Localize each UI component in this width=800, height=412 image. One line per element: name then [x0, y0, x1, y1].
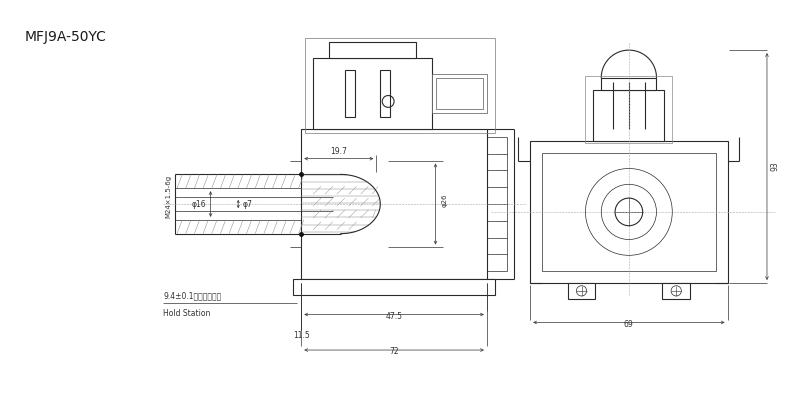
Bar	[530, 141, 727, 283]
Bar	[306, 38, 494, 133]
Bar	[431, 74, 487, 113]
Text: 9.4±0.1（吸合位置）: 9.4±0.1（吸合位置）	[163, 292, 222, 301]
Bar	[329, 42, 416, 58]
Text: MFJ9A-50YC: MFJ9A-50YC	[25, 30, 107, 44]
Bar	[602, 78, 657, 89]
Bar	[294, 279, 494, 295]
Text: 72: 72	[390, 347, 399, 356]
Bar	[345, 70, 354, 117]
Text: 19.7: 19.7	[330, 147, 347, 156]
Text: 69: 69	[624, 320, 634, 329]
Text: 11.5: 11.5	[293, 332, 310, 340]
Bar	[568, 283, 595, 299]
Text: Hold Station: Hold Station	[163, 309, 210, 318]
Text: 93: 93	[770, 162, 779, 171]
Text: 47.5: 47.5	[386, 312, 402, 321]
Text: φ7: φ7	[242, 199, 252, 208]
Bar	[586, 76, 672, 143]
Text: φ16: φ16	[192, 199, 206, 208]
Bar	[435, 78, 483, 109]
Bar	[302, 129, 487, 279]
Text: M24×1.5-6g: M24×1.5-6g	[165, 175, 171, 218]
Bar	[380, 70, 390, 117]
Bar	[313, 58, 431, 129]
Bar	[542, 153, 716, 271]
Text: φ26: φ26	[442, 193, 447, 207]
Bar	[662, 283, 690, 299]
Bar	[594, 89, 664, 141]
